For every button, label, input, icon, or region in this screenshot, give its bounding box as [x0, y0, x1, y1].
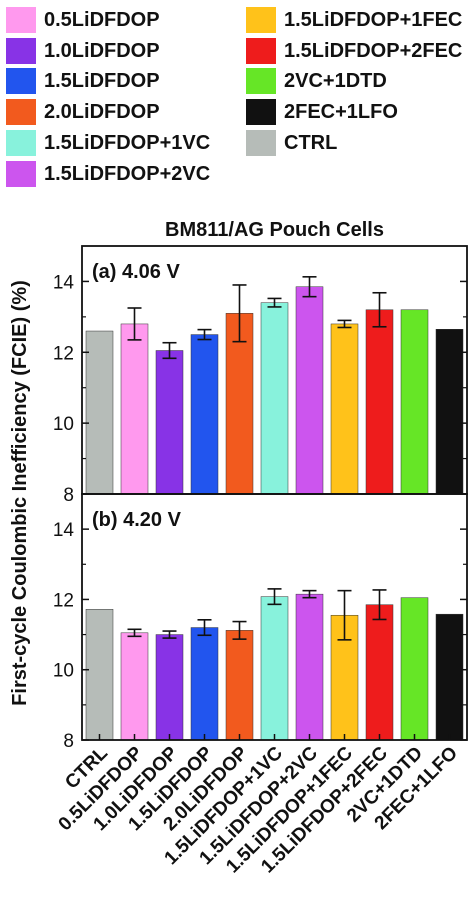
legend-swatch: [6, 38, 36, 64]
legend-item: 1.5LiDFDOP+1FEC: [246, 6, 462, 34]
legend-swatch: [6, 99, 36, 125]
bar: [435, 613, 464, 741]
chart-legend: 0.5LiDFDOP 1.0LiDFDOP 1.5LiDFDOP 2.0LiDFDOP…: [0, 0, 474, 200]
bar: [295, 286, 324, 495]
bar: [155, 350, 184, 495]
legend-swatch: [246, 99, 276, 125]
bar: [85, 609, 114, 741]
legend-item: 1.5LiDFDOP: [6, 67, 160, 95]
y-tick-label: 12: [53, 343, 74, 364]
legend-label: 1.0LiDFDOP: [44, 39, 160, 62]
legend-item: 1.5LiDFDOP+1VC: [6, 129, 210, 157]
legend-label: 2VC+1DTD: [284, 69, 387, 92]
legend-item: CTRL: [246, 129, 337, 157]
bar: [155, 634, 184, 741]
bar: [120, 323, 149, 495]
legend-item: 0.5LiDFDOP: [6, 6, 160, 34]
bar: [190, 627, 219, 741]
legend-label: 1.5LiDFDOP: [44, 69, 160, 92]
bar: [260, 302, 289, 495]
bar: [365, 604, 394, 741]
bar: [365, 309, 394, 495]
legend-item: 2.0LiDFDOP: [6, 98, 160, 126]
bar: [435, 329, 464, 495]
legend-label: 2FEC+1LFO: [284, 100, 398, 123]
legend-label: 1.5LiDFDOP+2VC: [44, 162, 211, 185]
legend-swatch: [6, 7, 36, 33]
legend-label: CTRL: [284, 131, 338, 154]
bar: [190, 334, 219, 495]
y-tick-label: 10: [53, 661, 74, 682]
legend-item: 1.0LiDFDOP: [6, 37, 160, 65]
y-tick-label: 10: [53, 414, 74, 435]
legend-swatch: [246, 7, 276, 33]
bar: [225, 313, 254, 495]
legend-label: 0.5LiDFDOP: [44, 8, 160, 31]
legend-swatch: [6, 161, 36, 187]
legend-label: 1.5LiDFDOP+1FEC: [284, 8, 463, 31]
y-tick-label: 12: [53, 590, 74, 611]
bar: [120, 632, 149, 741]
legend-swatch: [6, 130, 36, 156]
chart-title: BM811/AG Pouch Cells: [165, 219, 384, 241]
legend-label: 1.5LiDFDOP+2FEC: [284, 39, 463, 62]
bar: [85, 330, 114, 495]
legend-item: 1.5LiDFDOP+2VC: [6, 160, 210, 188]
legend-item: 2VC+1DTD: [246, 67, 387, 95]
panel-label: (b) 4.20 V: [92, 509, 182, 531]
y-tick-label: 14: [53, 272, 75, 293]
bar: [400, 309, 429, 495]
legend-label: 2.0LiDFDOP: [44, 100, 160, 123]
legend-swatch: [246, 130, 276, 156]
legend-item: 2FEC+1LFO: [246, 98, 398, 126]
legend-swatch: [246, 68, 276, 94]
legend-label: 1.5LiDFDOP+1VC: [44, 131, 211, 154]
y-tick-label: 14: [53, 520, 75, 541]
legend-item: 1.5LiDFDOP+2FEC: [246, 37, 462, 65]
bar: [295, 593, 324, 741]
bar: [330, 323, 359, 495]
y-tick-label: 8: [63, 731, 74, 752]
panel-label: (a) 4.06 V: [92, 261, 180, 283]
y-axis-label: First-cycle Coulombic Inefficiency (FCIE…: [9, 280, 31, 706]
legend-swatch: [6, 68, 36, 94]
bar: [225, 630, 254, 741]
bar: [260, 596, 289, 741]
legend-swatch: [246, 38, 276, 64]
bar: [400, 597, 429, 741]
y-tick-label: 8: [63, 485, 74, 506]
